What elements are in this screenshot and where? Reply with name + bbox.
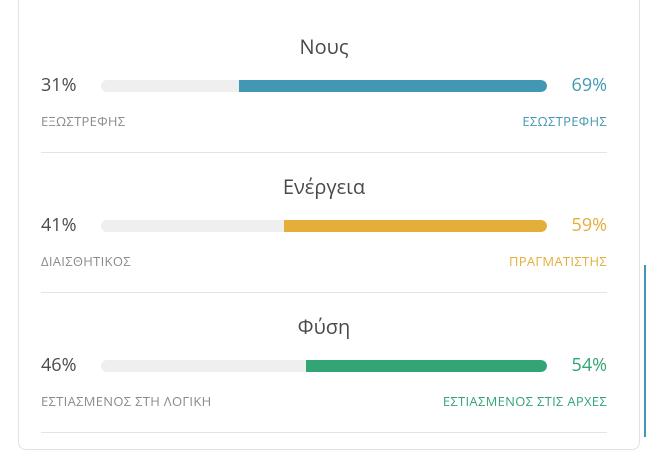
right-percent: 69% <box>571 73 607 97</box>
right-trait: ΕΣΩΣΤΡΕΦΗΣ <box>522 112 607 130</box>
trait-title: Φύση <box>297 313 351 340</box>
right-trait: ΕΣΤΙΑΣΜΕΝΟΣ ΣΤΙΣ ΑΡΧΕΣ <box>442 392 607 410</box>
divider <box>41 152 607 153</box>
progress-fill <box>283 220 547 232</box>
trait-title: Ενέργεια <box>282 173 366 200</box>
progress-bar <box>101 220 547 232</box>
left-percent: 46% <box>41 353 77 377</box>
progress-fill <box>239 80 547 92</box>
right-percent: 59% <box>571 213 607 237</box>
right-trait: ΠΡΑΓΜΑΤΙΣΤΗΣ <box>508 252 607 270</box>
left-trait: ΕΣΤΙΑΣΜΕΝΟΣ ΣΤΗ ΛΟΓΙΚΗ <box>41 392 212 410</box>
page: Νους 31% 69% ΕΞΩΣΤΡΕΦΗΣ ΕΣΩΣΤΡΕΦΗΣ Ενέργεια 41… <box>18 0 646 450</box>
scrollbar[interactable] <box>644 265 646 437</box>
progress-bar <box>101 360 547 372</box>
left-percent: 31% <box>41 73 77 97</box>
trait-title: Νους <box>299 33 349 60</box>
divider <box>41 432 607 433</box>
left-percent: 41% <box>41 213 77 237</box>
left-trait: ΕΞΩΣΤΡΕΦΗΣ <box>41 112 126 130</box>
right-percent: 54% <box>571 353 607 377</box>
divider <box>41 292 607 293</box>
progress-fill <box>306 360 547 372</box>
progress-bar <box>101 80 547 92</box>
left-trait: ΔΙΑΙΣΘΗΤΙΚΟΣ <box>41 252 131 270</box>
